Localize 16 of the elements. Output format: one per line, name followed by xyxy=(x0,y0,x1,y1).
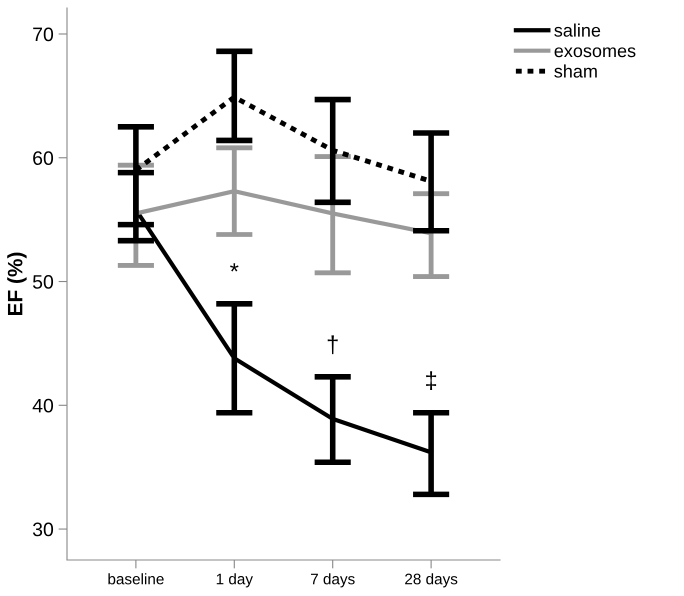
x-tick-label: 7 days xyxy=(310,573,355,588)
x-tick-label: baseline xyxy=(108,573,164,584)
x-tick-label: 28 days xyxy=(405,573,458,588)
legend-label: sham xyxy=(554,64,597,78)
y-tick-label: 60 xyxy=(33,151,54,165)
y-tick-label: 70 xyxy=(33,27,54,42)
y-tick-label: 30 xyxy=(32,522,54,536)
annotation: * xyxy=(230,263,239,272)
annotation: ‡ xyxy=(426,371,436,390)
legend-label: saline xyxy=(554,24,600,37)
y-tick-label: 50 xyxy=(32,274,54,289)
x-tick-label: 1 day xyxy=(216,573,253,588)
y-tick-label: 40 xyxy=(32,398,54,413)
annotation: † xyxy=(328,335,338,354)
y-axis-title: EF (%) xyxy=(7,252,27,316)
legend-label: exosomes xyxy=(554,47,636,58)
